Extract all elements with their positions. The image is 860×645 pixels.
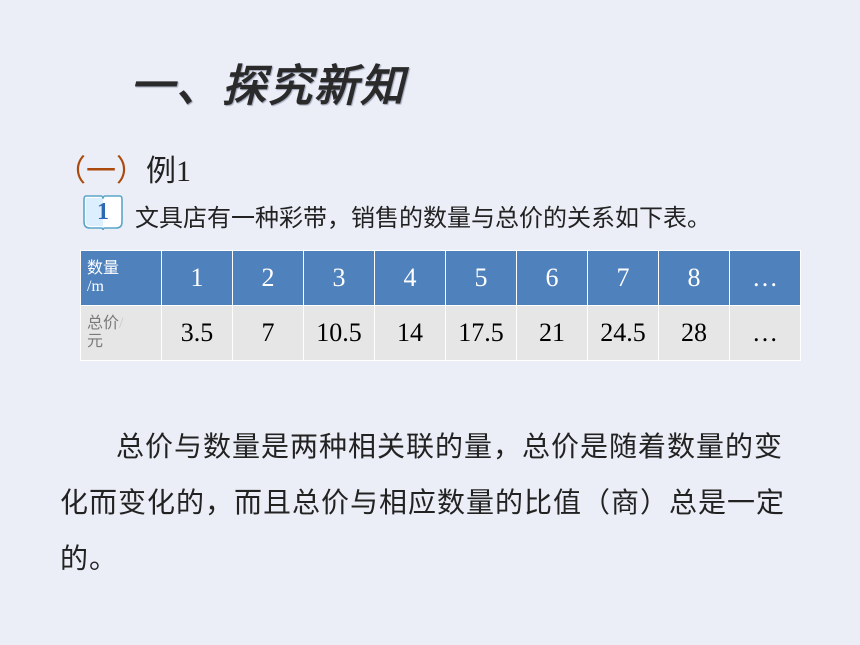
intro-text: 文具店有一种彩带，销售的数量与总价的关系如下表。 (135, 198, 711, 233)
row-header-total: 总价/元 (81, 306, 162, 361)
table-cell: … (730, 306, 801, 361)
table-cell: 7 (233, 306, 304, 361)
table-cell: 17.5 (446, 306, 517, 361)
table-cell: 5 (446, 251, 517, 306)
table-cell: 10.5 (304, 306, 375, 361)
table-cell: 8 (659, 251, 730, 306)
table-cell: 3 (304, 251, 375, 306)
data-table: 数量/m 1 2 3 4 5 6 7 8 … 总价/元 3.5 7 10.5 1… (80, 250, 801, 361)
table-cell: 4 (375, 251, 446, 306)
example-badge-icon: 1 (80, 192, 126, 232)
table-cell: 1 (162, 251, 233, 306)
table-cell: 28 (659, 306, 730, 361)
row-header-text: 总价/元 (87, 315, 123, 350)
table-cell: 6 (517, 251, 588, 306)
table-cell: 14 (375, 306, 446, 361)
subsection-line: （一）例1 (56, 146, 191, 190)
example-number: 1 (97, 199, 109, 225)
table-cell: … (730, 251, 801, 306)
table-row: 数量/m 1 2 3 4 5 6 7 8 … (81, 251, 801, 306)
table-cell: 7 (588, 251, 659, 306)
table-cell: 24.5 (588, 306, 659, 361)
table-row: 总价/元 3.5 7 10.5 14 17.5 21 24.5 28 … (81, 306, 801, 361)
table-cell: 21 (517, 306, 588, 361)
row-header-quantity: 数量/m (81, 251, 162, 306)
section-title: 一、探究新知 (130, 50, 406, 114)
body-paragraph: 总价与数量是两种相关联的量，总价是随着数量的变化而变化的，而且总价与相应数量的比… (60, 420, 800, 588)
subsection-prefix: （一） (56, 155, 146, 188)
subsection-label: 例1 (146, 155, 191, 188)
table-cell: 3.5 (162, 306, 233, 361)
row-header-text: 数量/m (87, 260, 119, 295)
table-cell: 2 (233, 251, 304, 306)
slide: 一、探究新知 （一）例1 1 文具店有一种彩带，销售的数量与总价的关系如下表。 … (0, 0, 860, 645)
